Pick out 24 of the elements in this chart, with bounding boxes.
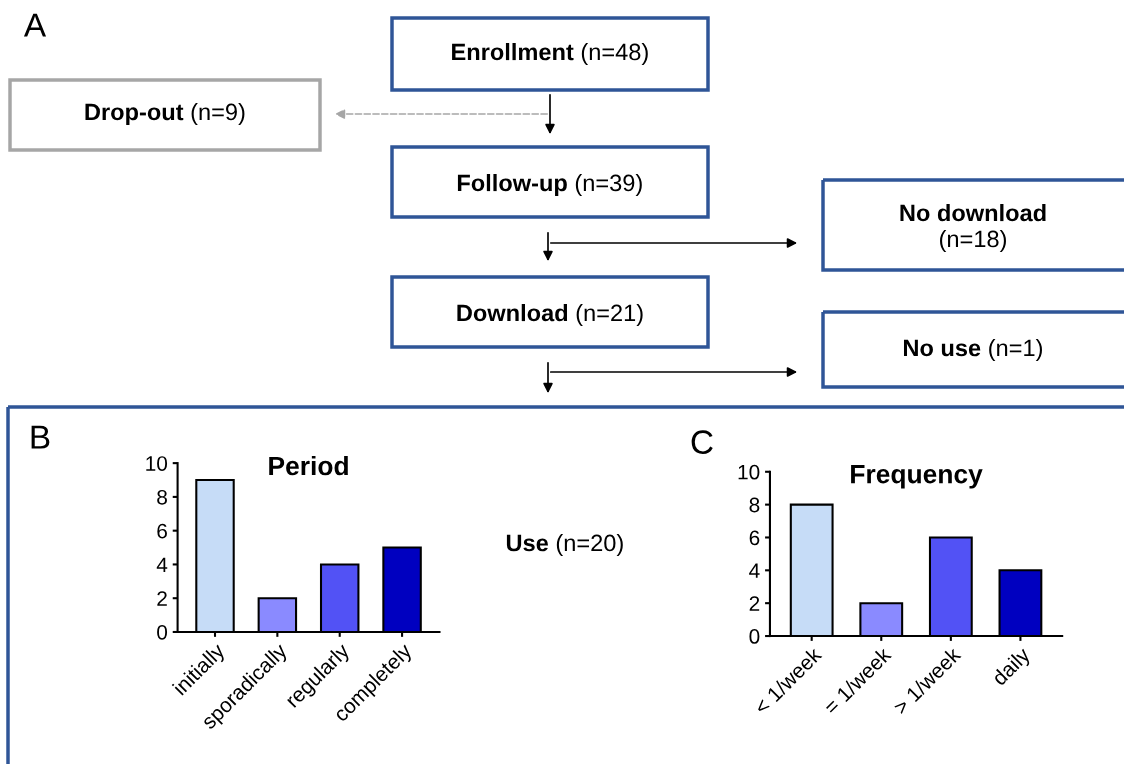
y-tick-label: 0 (749, 629, 760, 644)
y-tick-label: 10 (738, 464, 760, 480)
y-tick-label: 6 (749, 530, 760, 546)
y-tick-label: 6 (157, 523, 167, 539)
y-tick-label: 10 (146, 456, 168, 471)
y-tick-label: 8 (157, 489, 167, 505)
text: Enrollment (n=48) (452, 43, 648, 65)
chart-title: Period (269, 455, 348, 476)
text: Use (n=20) (506, 533, 623, 556)
y-tick-label: 2 (157, 591, 167, 606)
text: C (691, 430, 713, 454)
y-tick-label: 2 (749, 596, 760, 611)
y-tick-label: 8 (749, 497, 760, 513)
text: Follow-up (n=39) (457, 174, 642, 196)
text: Download (n=21) (457, 303, 643, 326)
y-tick-label: 4 (156, 557, 168, 572)
chart-title: Frequency (851, 464, 983, 489)
y-tick-label: 0 (157, 624, 168, 640)
text: B (31, 425, 50, 449)
text: A (23, 13, 47, 37)
y-tick-label: 4 (749, 563, 760, 578)
text: No use (n=1) (903, 338, 1042, 361)
text: No download (n=18) (900, 203, 1046, 252)
text: Drop-out (n=9) (85, 103, 245, 125)
